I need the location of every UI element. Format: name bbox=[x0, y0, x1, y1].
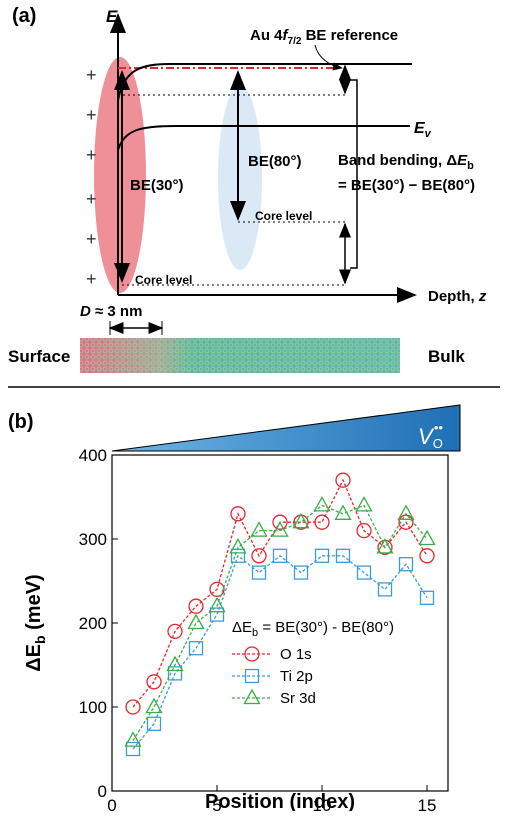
data-point bbox=[209, 607, 225, 622]
svg-text:+: + bbox=[86, 145, 97, 165]
legend-title: ΔEb = BE(30°) - BE(80°) bbox=[232, 619, 394, 639]
surface-label: Surface bbox=[8, 347, 70, 366]
data-point bbox=[167, 666, 183, 681]
bulk-label: Bulk bbox=[428, 347, 465, 366]
data-point bbox=[272, 548, 288, 563]
depth-label: Depth, z bbox=[428, 288, 487, 305]
data-point bbox=[229, 538, 247, 554]
data-point bbox=[313, 496, 331, 512]
legend-marker bbox=[243, 688, 261, 705]
reference-arrow bbox=[314, 44, 343, 71]
data-point bbox=[397, 504, 415, 520]
x-tick-label: 0 bbox=[107, 796, 116, 811]
y-tick-label: 100 bbox=[79, 698, 107, 717]
data-point bbox=[145, 697, 163, 714]
y-axis-label: ΔEb (meV) bbox=[23, 574, 48, 671]
data-point bbox=[292, 512, 310, 529]
data-point bbox=[209, 581, 225, 598]
reference-label: Au 4f7/2 BE reference bbox=[250, 27, 398, 47]
data-point bbox=[356, 522, 372, 539]
data-point bbox=[293, 565, 309, 580]
data-point bbox=[251, 548, 267, 564]
x-axis-label: Position (index) bbox=[205, 791, 355, 811]
sample-strip-dots bbox=[80, 338, 400, 373]
data-point bbox=[419, 590, 435, 605]
legend-label: Sr 3d bbox=[280, 690, 316, 707]
vacancy-wedge bbox=[111, 404, 461, 452]
data-point bbox=[230, 506, 246, 522]
data-point bbox=[167, 623, 183, 640]
y-tick-label: 300 bbox=[79, 530, 107, 549]
data-point bbox=[188, 641, 204, 656]
data-point bbox=[334, 504, 352, 520]
band-bending-formula: = BE(30°) − BE(80°) bbox=[338, 177, 475, 194]
data-point bbox=[398, 557, 414, 572]
data-point bbox=[187, 613, 205, 630]
data-point bbox=[125, 741, 141, 757]
be80-label: BE(80°) bbox=[248, 153, 302, 170]
vacancy-label: VO•• bbox=[418, 420, 443, 451]
data-point bbox=[376, 538, 394, 554]
legend-title-part: = BE(30°) - BE(80°) bbox=[258, 619, 394, 636]
data-point bbox=[418, 529, 436, 546]
data-point bbox=[419, 548, 435, 564]
valence-curve bbox=[117, 125, 410, 151]
data-point bbox=[335, 548, 351, 563]
panel-label: (a) bbox=[12, 5, 36, 27]
svg-text:+: + bbox=[86, 229, 97, 249]
data-point bbox=[335, 472, 351, 488]
data-point bbox=[124, 731, 142, 747]
series-line bbox=[132, 504, 428, 741]
legend-marker bbox=[244, 668, 260, 684]
svg-text:+: + bbox=[86, 65, 97, 85]
data-point bbox=[314, 548, 330, 563]
panel-b: (b) VO•• ΔEb (meV) Position (index) 0100… bbox=[8, 404, 461, 815]
y-tick-label: 0 bbox=[98, 782, 107, 801]
y-tick-label: 200 bbox=[79, 614, 107, 633]
svg-text:+: + bbox=[86, 269, 97, 289]
x-tick-label: 15 bbox=[418, 796, 437, 811]
valence-label: Ev bbox=[414, 120, 432, 140]
svg-text:+: + bbox=[86, 189, 97, 209]
data-point bbox=[356, 565, 372, 580]
svg-text:+: + bbox=[86, 105, 97, 125]
data-point bbox=[377, 582, 393, 597]
data-point bbox=[208, 596, 226, 613]
ellipse-80 bbox=[218, 86, 262, 270]
legend-label: O 1s bbox=[280, 646, 312, 663]
core-label: Core level bbox=[255, 209, 312, 223]
data-point bbox=[272, 514, 288, 530]
legend-title-part: b bbox=[252, 627, 258, 639]
bracket bbox=[350, 79, 358, 269]
data-point bbox=[355, 496, 373, 512]
data-point bbox=[271, 521, 289, 537]
data-point bbox=[314, 514, 330, 530]
legend-label: Ti 2p bbox=[280, 668, 313, 685]
x-tick-label: 5 bbox=[212, 796, 221, 811]
core-label: Core level bbox=[135, 273, 192, 287]
data-point bbox=[250, 521, 268, 537]
data-point bbox=[188, 598, 204, 614]
data-point bbox=[166, 655, 184, 672]
band-bending: Band bending, ΔEb bbox=[338, 152, 474, 172]
legend-title-part: ΔE bbox=[232, 619, 252, 636]
data-point bbox=[398, 514, 414, 530]
panel-label: (b) bbox=[8, 411, 34, 433]
legend-marker bbox=[244, 646, 260, 662]
data-point bbox=[146, 674, 162, 690]
data-point bbox=[146, 716, 162, 731]
data-point bbox=[125, 699, 141, 715]
depth-scale: D ≈ 3 nm bbox=[80, 303, 142, 320]
energy-label: E bbox=[106, 7, 118, 26]
x-tick-label: 10 bbox=[313, 796, 332, 811]
be30-label: BE(30°) bbox=[130, 177, 184, 194]
data-point bbox=[251, 565, 267, 580]
y-tick-label: 400 bbox=[79, 446, 107, 465]
charges: + + + + + + bbox=[86, 65, 97, 289]
panel-a: (a) E + + + + + + Ev BE(30°) BE(80°) Core lev… bbox=[8, 5, 500, 388]
